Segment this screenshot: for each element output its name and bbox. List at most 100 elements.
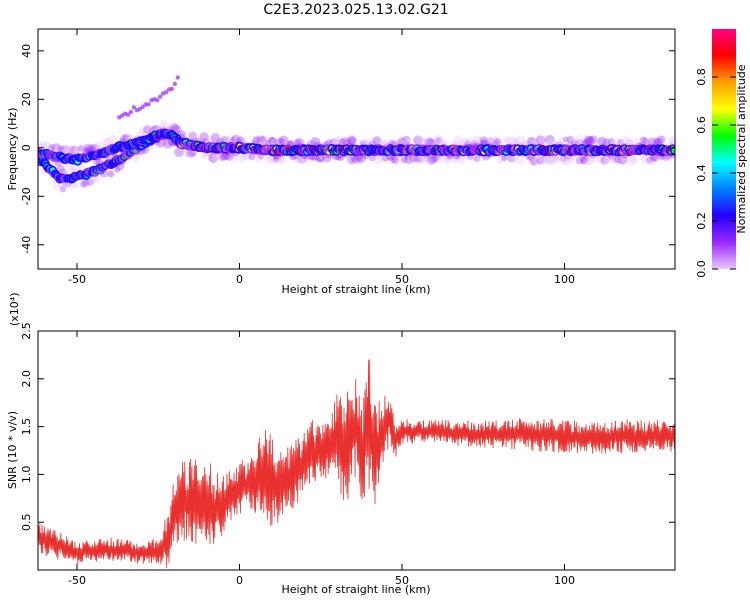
spectrogram-cell xyxy=(533,156,544,166)
spectrogram-cell xyxy=(254,155,263,164)
spectrogram-plot-area xyxy=(38,75,675,193)
spectrogram-cell xyxy=(131,154,140,163)
spectrogram-cell xyxy=(51,181,61,191)
spectrogram-cell xyxy=(277,157,286,165)
spectrogram-cell xyxy=(443,157,452,165)
spectrogram-cell xyxy=(139,126,147,135)
spectrogram-cell xyxy=(261,134,270,144)
spectrogram-cell xyxy=(644,157,651,165)
spectrogram-cell xyxy=(551,156,558,164)
spectrogram-cell xyxy=(532,138,540,146)
snr-ticks: -50 0 50 100 0.5 1.0 1.5 2.0 2.5 xyxy=(20,322,675,587)
spectrogram-cell xyxy=(229,153,239,163)
spectrogram-cell xyxy=(586,136,595,145)
snr-y-multiplier-label: (x10⁴) xyxy=(8,293,21,327)
spectrogram-cell xyxy=(602,155,611,164)
spectrogram-cell xyxy=(583,154,590,161)
spectrogram-cell xyxy=(146,102,151,107)
spectrogram-cell xyxy=(228,134,235,142)
spectrogram-cell xyxy=(653,137,661,145)
spectrogram-cell xyxy=(530,157,538,165)
spectrogram-cell xyxy=(504,136,514,146)
spectrogram-cell xyxy=(669,139,675,146)
spectrogram-cell xyxy=(140,104,145,110)
spectrogram-cell xyxy=(625,138,634,147)
spectrogram-cell xyxy=(391,156,399,165)
spectrogram-cell xyxy=(537,136,544,143)
spectrogram-cell xyxy=(310,137,321,147)
spectrogram-cell xyxy=(375,156,384,165)
spectrogram-cell xyxy=(389,156,397,163)
spectrogram-cell xyxy=(457,156,466,165)
spectrogram-cell xyxy=(163,122,172,131)
spectrogram-cell xyxy=(607,137,615,145)
spectrogram-cell xyxy=(498,154,507,163)
spectrogram-cell xyxy=(584,136,593,145)
spectrogram-cell xyxy=(341,137,350,146)
spectrogram-cell xyxy=(411,155,420,164)
spectrogram-cell xyxy=(616,155,625,165)
spectrogram-cell xyxy=(535,135,546,146)
spectrogram-cell xyxy=(407,154,415,162)
spectrogram-cell xyxy=(413,135,423,145)
spectrogram-cell xyxy=(588,135,598,145)
spectrogram-cell xyxy=(256,135,266,145)
spectrogram-cell xyxy=(106,170,115,179)
spectrogram-cell xyxy=(580,157,588,164)
spectrogram-cell xyxy=(210,133,221,143)
spectrogram-cell xyxy=(400,156,408,164)
spectrogram-cell xyxy=(269,136,276,144)
spectrogram-frame xyxy=(37,28,676,270)
spectrogram-cell xyxy=(93,141,101,149)
spectrogram-cell xyxy=(155,141,162,149)
spectrogram-cell xyxy=(316,154,325,163)
spectrogram-cell xyxy=(574,135,585,145)
spectrogram-panel: -50 0 50 100 40 20 0 -20 -40 Height of straight … xyxy=(6,28,676,296)
spectrogram-cell xyxy=(509,136,518,144)
spectrogram-cell xyxy=(600,156,609,165)
spectrogram-cell xyxy=(352,155,361,164)
spectrogram-x-tick-label: 0 xyxy=(236,273,243,286)
spectrogram-cell xyxy=(407,156,415,163)
spectrogram-cell xyxy=(552,154,561,163)
spectrogram-x-tick-label: -50 xyxy=(68,273,86,286)
spectrogram-cell xyxy=(343,136,352,145)
spectrogram-cell xyxy=(605,155,613,164)
spectrogram-cell xyxy=(73,182,80,189)
spectrogram-cell xyxy=(647,156,658,167)
spectrogram-cell xyxy=(568,137,577,146)
spectrogram-cell xyxy=(260,135,267,143)
spectrogram-cell xyxy=(278,156,285,163)
spectrogram-cell xyxy=(188,131,198,141)
spectrogram-cell xyxy=(397,137,407,147)
spectrogram-cell xyxy=(65,145,75,156)
spectrogram-cell xyxy=(614,155,622,164)
spectrogram-cell xyxy=(559,155,568,165)
spectrogram-cell xyxy=(163,90,169,95)
spectrogram-cell xyxy=(252,136,261,144)
snr-x-axis-label: Height of straight line (km) xyxy=(281,583,430,596)
spectrogram-cell xyxy=(131,105,137,110)
spectrogram-cell xyxy=(527,136,536,145)
spectrogram-cell xyxy=(57,181,65,189)
spectrogram-y-tick-label: 0 xyxy=(20,144,33,151)
spectrogram-cell xyxy=(424,137,435,148)
spectrogram-cell xyxy=(208,153,218,164)
spectrogram-cell xyxy=(107,170,114,178)
spectrogram-cell xyxy=(461,137,471,147)
spectrogram-cell xyxy=(410,156,417,164)
snr-panel: -50 0 50 100 0.5 1.0 1.5 2.0 2.5 Height of strai… xyxy=(6,293,676,596)
spectrogram-cell xyxy=(633,137,640,144)
spectrogram-cell xyxy=(224,152,234,161)
snr-x-tick-label: -50 xyxy=(68,574,86,587)
spectrogram-cell xyxy=(172,81,178,87)
snr-y-tick-label: 2.5 xyxy=(20,322,33,340)
spectrogram-cell xyxy=(579,155,589,165)
spectrogram-cell xyxy=(213,151,222,161)
spectrogram-cell xyxy=(542,153,553,164)
spectrogram-cell xyxy=(364,138,372,145)
spectrogram-cell xyxy=(166,140,174,147)
spectrogram-cell xyxy=(155,97,160,103)
spectrogram-cell xyxy=(43,141,52,150)
spectrogram-cell xyxy=(158,94,163,99)
